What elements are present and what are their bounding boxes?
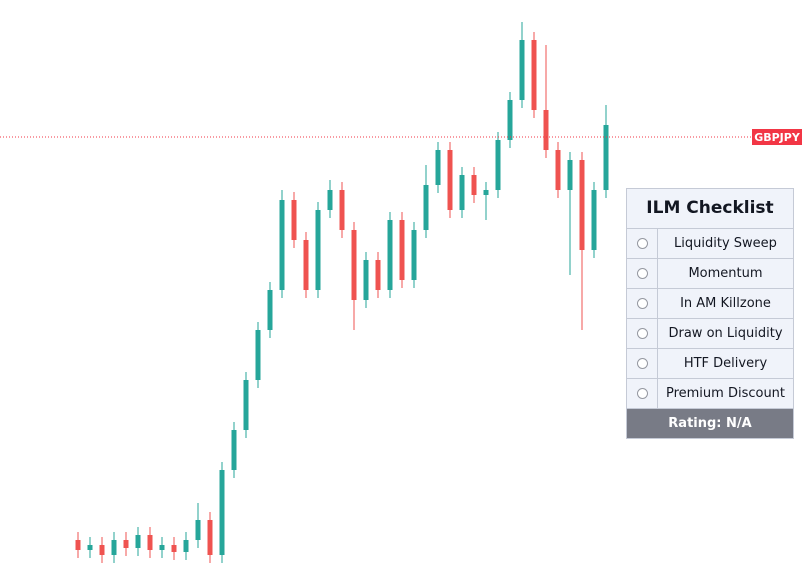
price-label-bg	[752, 129, 802, 145]
candle-body	[423, 185, 429, 230]
checklist-row: In AM Killzone	[627, 289, 793, 319]
candle-body	[231, 430, 237, 470]
candle-body	[255, 330, 261, 380]
radio-button[interactable]	[636, 268, 648, 279]
candle-body	[363, 260, 369, 300]
candle-body	[495, 140, 501, 190]
candle-body	[171, 545, 177, 552]
candle-body	[147, 535, 153, 550]
candle-body	[123, 540, 129, 548]
candle-body	[207, 520, 213, 555]
candle-body	[459, 175, 465, 210]
candle-body	[159, 545, 165, 550]
checklist-item: HTF Delivery	[683, 356, 768, 371]
radio-cell	[627, 229, 658, 258]
radio-button[interactable]	[636, 238, 648, 249]
radio-button[interactable]	[636, 298, 648, 309]
checklist-item: Momentum	[688, 266, 763, 281]
checklist-row: Premium Discount	[627, 379, 793, 409]
candle-body	[267, 290, 273, 330]
candle-body	[579, 160, 585, 250]
candle-body	[339, 190, 345, 230]
checklist-item: In AM Killzone	[680, 296, 771, 311]
candle-body	[135, 535, 141, 548]
candle-body	[279, 200, 285, 290]
checklist-row: Draw on Liquidity	[627, 319, 793, 349]
candle-body	[183, 540, 189, 552]
radio-cell	[627, 259, 658, 288]
checklist-item: Draw on Liquidity	[668, 326, 783, 341]
checklist-item: Premium Discount	[665, 386, 786, 401]
candle-body	[291, 200, 297, 240]
price-label: GBPJPY	[754, 131, 801, 144]
candle-body	[555, 150, 561, 190]
radio-cell	[627, 289, 658, 318]
candle-body	[447, 150, 453, 210]
candle-body	[507, 100, 513, 140]
candle-body	[435, 150, 441, 185]
candle-body	[351, 230, 357, 300]
checklist-row: Momentum	[627, 259, 793, 289]
radio-button[interactable]	[636, 388, 648, 399]
candle-body	[75, 540, 81, 550]
candle-body	[375, 260, 381, 290]
candle-body	[543, 110, 549, 150]
radio-cell	[627, 319, 658, 348]
radio-button[interactable]	[636, 358, 648, 369]
candle-body	[327, 190, 333, 210]
checklist-rows: Liquidity Sweep Momentum In AM Killzone Dra…	[627, 229, 793, 409]
checklist-title: ILM Checklist	[627, 189, 793, 229]
radio-cell	[627, 349, 658, 378]
candle-body	[303, 240, 309, 290]
radio-button[interactable]	[636, 328, 648, 339]
candle-body	[483, 190, 489, 195]
candle-body	[411, 230, 417, 280]
candle-body	[471, 175, 477, 195]
candle-body	[567, 160, 573, 190]
candle-body	[603, 125, 609, 190]
checklist-item: Liquidity Sweep	[674, 236, 777, 251]
candle-body	[519, 40, 525, 100]
candle-body	[243, 380, 249, 430]
candle-body	[87, 545, 93, 550]
candle-body	[195, 520, 201, 540]
candle-body	[399, 220, 405, 280]
candle-body	[387, 220, 393, 290]
candle-body	[111, 540, 117, 555]
checklist-row: HTF Delivery	[627, 349, 793, 379]
candle-body	[99, 545, 105, 555]
checklist-row: Liquidity Sweep	[627, 229, 793, 259]
candle-body	[531, 40, 537, 110]
candle-body	[315, 210, 321, 290]
candle-body	[219, 470, 225, 555]
radio-cell	[627, 379, 658, 408]
checklist-panel: ILM Checklist Liquidity Sweep Momentum In …	[626, 188, 794, 439]
candle-body	[591, 190, 597, 250]
rating: Rating: N/A	[627, 409, 793, 438]
